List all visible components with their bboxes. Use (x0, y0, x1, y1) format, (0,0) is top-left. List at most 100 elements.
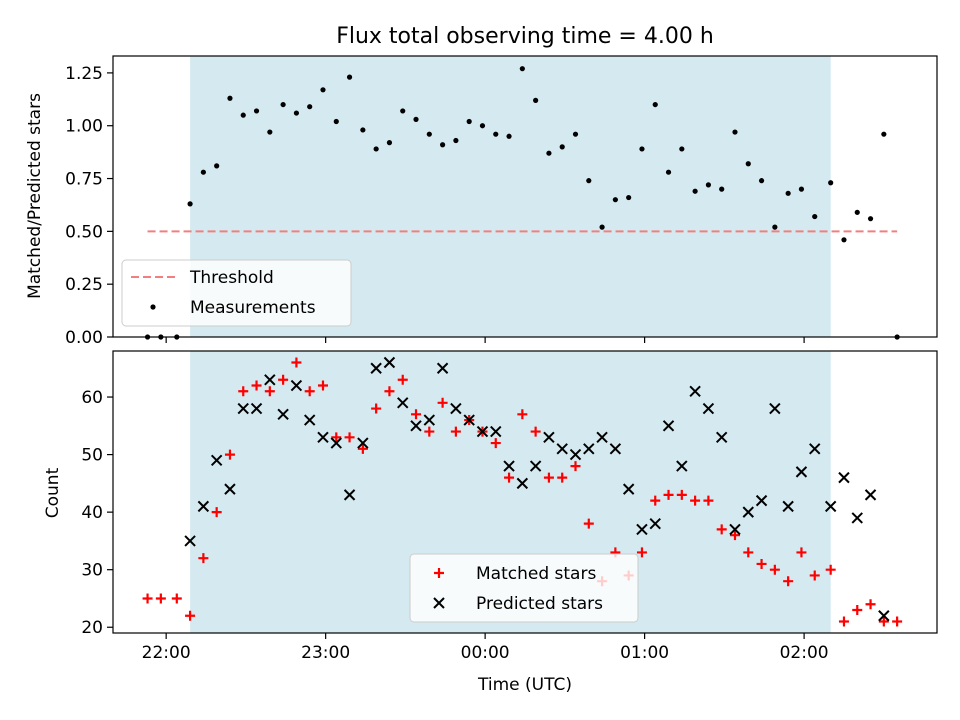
matched-star-point (371, 403, 382, 414)
measurement-point (360, 127, 366, 133)
predicted-star-point (755, 494, 768, 507)
plot-frame (112, 55, 938, 338)
measurement-point (386, 140, 393, 146)
plot-frame (112, 350, 938, 634)
matched-star-point (676, 489, 687, 500)
measurement-point (519, 66, 525, 72)
legend-measurements-label: Measurements (190, 298, 316, 318)
matched-star-point (344, 432, 355, 443)
measurement-point (854, 209, 860, 215)
predicted-star-point (878, 610, 890, 622)
predicted-star-point (370, 362, 382, 374)
predicted-star-point (622, 483, 635, 495)
matched-star-point (304, 386, 315, 397)
matched-star-point (251, 380, 262, 391)
matched-star-point (278, 374, 289, 385)
measurement-point (812, 213, 818, 220)
y-tick-label: 30 (81, 561, 103, 581)
matched-star-point (424, 426, 435, 437)
measurement-point (639, 146, 645, 152)
matched-star-point (570, 461, 581, 472)
legend-bottom: Matched stars Predicted stars (409, 553, 639, 623)
measurement-point (533, 97, 539, 103)
predicted-star-point (851, 512, 863, 524)
predicted-star-point (423, 414, 436, 426)
measurement-point (426, 131, 432, 137)
matched-star-point (663, 489, 674, 500)
matched-star-point (142, 593, 153, 604)
matched-star-point (517, 409, 528, 420)
measurement-point (719, 186, 725, 192)
matched-star-point (809, 570, 820, 581)
measurement-point (679, 146, 685, 152)
predicted-star-point (330, 437, 342, 449)
predicted-star-point (864, 489, 877, 501)
predicted-star-point (237, 402, 249, 415)
measurement-point (772, 224, 778, 230)
predicted-star-point (596, 431, 608, 444)
measurement-point (453, 137, 459, 144)
matched-star-point (729, 530, 740, 541)
matched-star-point (878, 616, 889, 627)
measurement-point (227, 95, 233, 101)
predicted-star-point (609, 443, 622, 455)
predicted-star-point (357, 437, 369, 449)
predicted-star-point (676, 460, 688, 472)
y-tick-label: 0.50 (65, 222, 103, 242)
predicted-star-point (197, 500, 210, 513)
legend-box (409, 553, 639, 623)
y-tick-label: 40 (81, 503, 103, 523)
measurement-point (293, 110, 300, 116)
predicted-star-point (782, 500, 794, 513)
predicted-star-point (397, 397, 409, 409)
y-axis-label-bottom: Count (43, 467, 63, 518)
matched-star-point (291, 357, 302, 368)
matched-star-point (865, 599, 876, 610)
measurement-point (240, 112, 246, 118)
measurement-point (652, 101, 658, 108)
y-tick-label: 0.75 (65, 170, 103, 190)
legend-matched-label: Matched stars (476, 564, 596, 584)
matched-star-point (238, 386, 249, 397)
predicted-star-point (264, 374, 276, 386)
measurement-point (705, 182, 712, 188)
chart-title: Flux total observing time = 4.00 h (336, 24, 714, 49)
predicted-star-point (210, 454, 223, 467)
matched-star-point (892, 616, 903, 627)
measurement-point (785, 190, 791, 196)
matched-star-point (384, 386, 395, 397)
predicted-star-point (742, 506, 754, 518)
matched-star-point (185, 610, 196, 621)
predicted-star-point (529, 460, 542, 472)
matched-star-point (450, 426, 461, 437)
predicted-star-point (649, 517, 661, 530)
predicted-star-point (689, 385, 701, 397)
measurement-point (267, 129, 273, 135)
matched-star-point (690, 495, 701, 506)
predicted-star-point (556, 443, 568, 455)
predicted-star-point (463, 414, 475, 426)
matched-star-point (852, 604, 863, 615)
matched-star-point (636, 547, 647, 558)
predicted-star-point (490, 425, 502, 438)
predicted-star-point (303, 414, 316, 426)
predicted-star-point (503, 460, 515, 472)
measurement-point (346, 74, 353, 80)
matched-star-point (211, 507, 222, 518)
y-tick-label: 1.00 (65, 117, 103, 137)
matched-star-point (716, 524, 727, 535)
measurement-point (506, 133, 512, 139)
legend-predicted-label: Predicted stars (476, 594, 603, 614)
predicted-star-point (729, 523, 741, 536)
legend-matched-swatch (434, 568, 444, 578)
y-tick-label: 0.25 (65, 275, 103, 295)
x-tick-label: 01:00 (620, 643, 669, 663)
matched-star-point (650, 495, 661, 506)
predicted-star-point (702, 402, 715, 415)
matched-star-point (838, 616, 849, 627)
measurement-point (881, 131, 887, 137)
matched-star-point (769, 564, 780, 575)
matched-star-point (198, 553, 209, 564)
measurement-point (732, 129, 738, 135)
measurement-point (479, 123, 486, 129)
